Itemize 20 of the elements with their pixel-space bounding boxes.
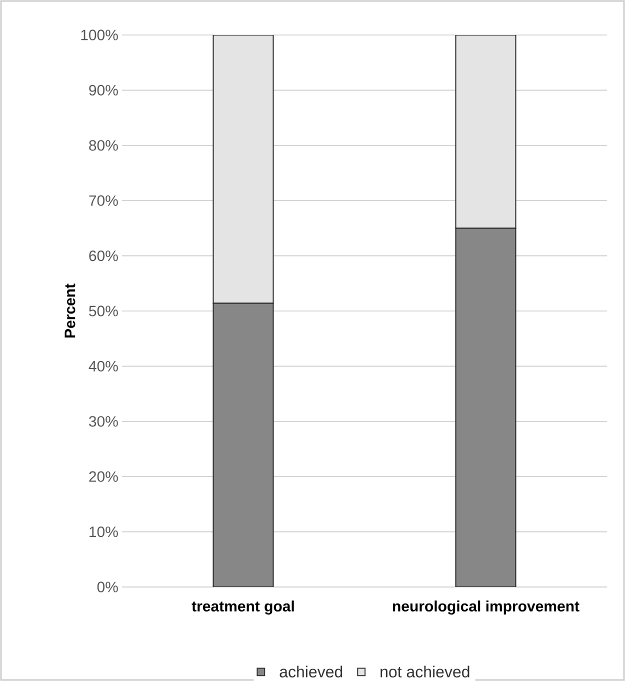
y-tick-label: 80% [89, 140, 118, 151]
bar [455, 228, 516, 587]
y-axis-title: Percent [64, 284, 76, 338]
x-tick-label: neurological improvement [392, 600, 580, 615]
bar [455, 35, 516, 229]
y-tick-label: 50% [89, 306, 118, 316]
y-tick-label: 100% [81, 30, 118, 40]
legend-label: not achieved [380, 666, 470, 678]
y-tick-label: 20% [89, 471, 118, 482]
bar [212, 35, 274, 304]
y-tick-label: 60% [89, 250, 118, 262]
x-tick-label: treatment goal [192, 600, 294, 615]
bar [212, 302, 274, 587]
y-tick-label: 70% [89, 195, 118, 206]
y-tick-label: 30% [89, 416, 118, 427]
y-tick-label: 90% [89, 84, 118, 96]
y-tick-label: 40% [88, 360, 118, 372]
y-tick-label: 10% [90, 526, 118, 538]
legend-label: achieved [280, 666, 342, 678]
y-tick-label: 0% [97, 582, 118, 592]
